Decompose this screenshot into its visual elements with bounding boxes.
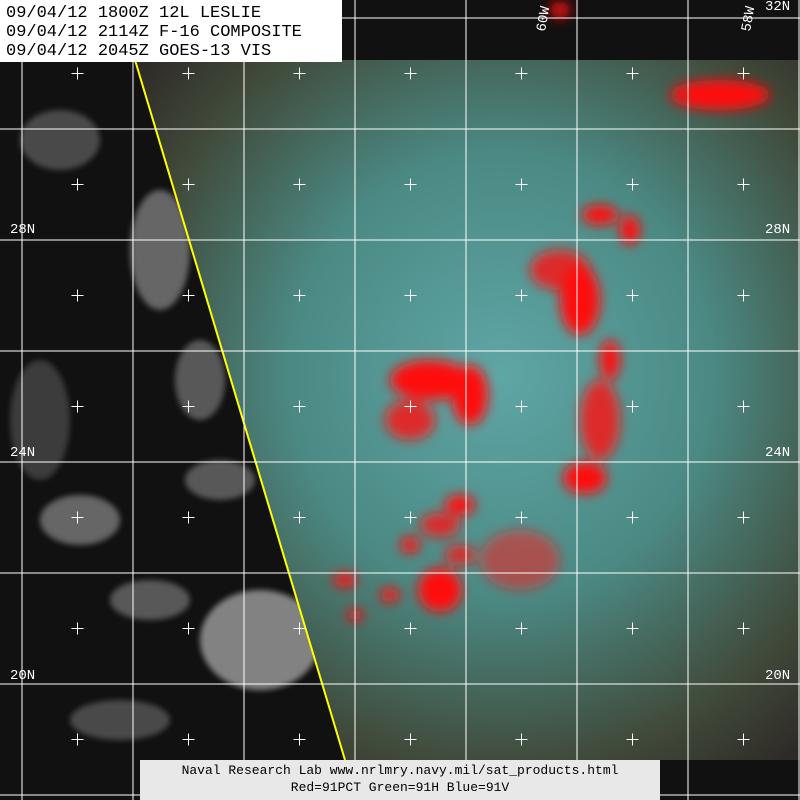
header-line: 09/04/12 1800Z 12L LESLIE <box>6 4 261 23</box>
lat-label: 24N <box>765 445 790 461</box>
lon-label: 58W <box>739 5 759 33</box>
lat-label: 20N <box>765 668 790 684</box>
lat-label: 28N <box>765 222 790 238</box>
footer-box <box>140 760 660 800</box>
lat-label: 20N <box>10 668 35 684</box>
footer-line: Red=91PCT Green=91H Blue=91V <box>291 780 510 795</box>
footer-line: Naval Research Lab www.nrlmry.navy.mil/s… <box>182 763 619 778</box>
precipitation <box>333 2 770 621</box>
header-line: 09/04/12 2114Z F-16 COMPOSITE <box>6 23 302 42</box>
visible-clouds <box>10 110 320 740</box>
lat-label: 28N <box>10 222 35 238</box>
lat-label: 24N <box>10 445 35 461</box>
header-line: 09/04/12 2045Z GOES-13 VIS <box>6 42 271 61</box>
lon-label: 60W <box>534 5 554 33</box>
swath-edge <box>134 59 346 761</box>
header-box <box>0 0 342 62</box>
lat-label: 32N <box>765 0 790 15</box>
